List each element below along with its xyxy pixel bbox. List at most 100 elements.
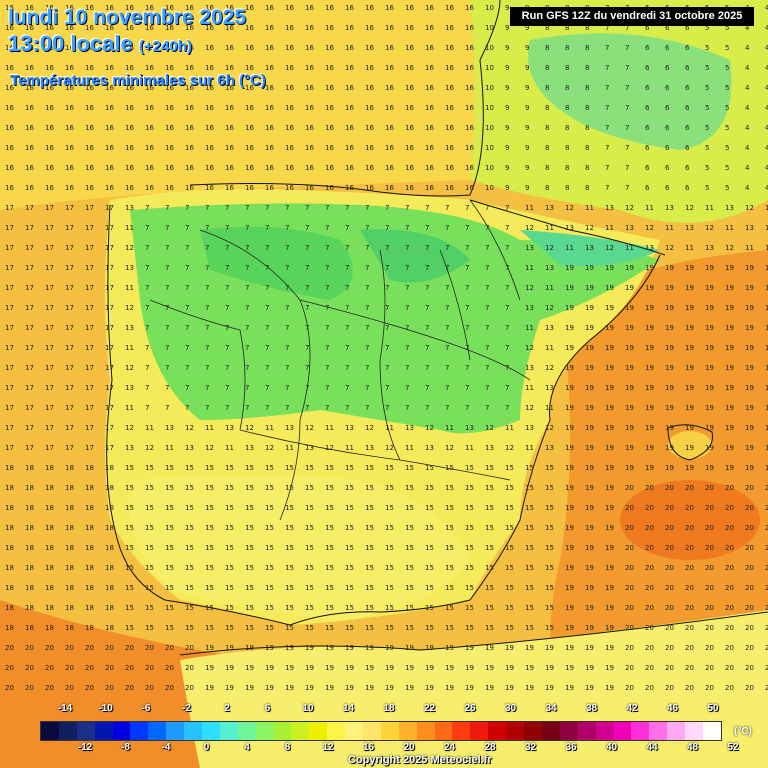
grid-value: 16	[345, 4, 354, 12]
grid-value: 19	[205, 664, 214, 672]
grid-value: 17	[25, 224, 34, 232]
grid-value: 19	[565, 424, 574, 432]
grid-value: 15	[245, 604, 254, 612]
grid-value: 16	[385, 124, 394, 132]
grid-value: 12	[485, 424, 494, 432]
grid-value: 12	[665, 244, 674, 252]
grid-value: 5	[705, 24, 709, 32]
grid-value: 20	[645, 484, 654, 492]
grid-value: 9	[505, 144, 509, 152]
grid-value: 16	[25, 124, 34, 132]
grid-value: 20	[705, 604, 714, 612]
grid-value: 16	[365, 64, 374, 72]
grid-value: 19	[565, 504, 574, 512]
grid-value: 19	[225, 684, 234, 692]
grid-value: 19	[565, 404, 574, 412]
grid-value: 7	[225, 264, 229, 272]
grid-value: 18	[5, 624, 14, 632]
grid-value: 6	[645, 64, 650, 72]
grid-value: 20	[765, 544, 768, 552]
grid-value: 7	[225, 304, 229, 312]
grid-value: 15	[405, 504, 414, 512]
grid-value: 11	[525, 264, 534, 272]
grid-value: 12	[765, 224, 768, 232]
grid-value: 10	[485, 64, 494, 72]
grid-value: 20	[745, 524, 754, 532]
grid-value: 19	[505, 644, 514, 652]
grid-value: 16	[245, 64, 254, 72]
grid-value: 7	[605, 104, 609, 112]
grid-value: 4	[765, 164, 768, 172]
grid-value: 15	[385, 484, 394, 492]
grid-value: 6	[645, 184, 650, 192]
grid-value: 12	[125, 424, 134, 432]
grid-value: 16	[285, 104, 294, 112]
grid-value: 6	[685, 24, 690, 32]
grid-value: 6	[645, 24, 650, 32]
grid-value: 19	[685, 444, 694, 452]
grid-value: 15	[185, 584, 194, 592]
grid-value: 20	[65, 644, 74, 652]
grid-value: 19	[485, 664, 494, 672]
grid-value: 19	[285, 664, 294, 672]
grid-value: 16	[285, 184, 294, 192]
grid-value: 7	[405, 384, 409, 392]
grid-value: 15	[165, 504, 174, 512]
grid-value: 6	[645, 104, 650, 112]
grid-value: 17	[105, 304, 114, 312]
grid-value: 9	[505, 124, 509, 132]
grid-value: 19	[705, 264, 714, 272]
grid-value: 7	[405, 364, 409, 372]
grid-value: 8	[585, 104, 589, 112]
grid-value: 20	[685, 684, 694, 692]
grid-value: 20	[645, 604, 654, 612]
grid-value: 16	[425, 144, 434, 152]
grid-value: 16	[105, 144, 114, 152]
grid-value: 15	[125, 504, 134, 512]
grid-value: 13	[365, 444, 374, 452]
grid-value: 11	[205, 424, 214, 432]
grid-value: 7	[505, 404, 509, 412]
grid-value: 17	[45, 204, 54, 212]
grid-value: 7	[145, 284, 149, 292]
grid-value: 16	[45, 164, 54, 172]
grid-value: 18	[25, 484, 34, 492]
grid-value: 5	[725, 184, 729, 192]
grid-value: 16	[165, 64, 174, 72]
grid-value: 16	[145, 24, 154, 32]
grid-value: 16	[465, 24, 474, 32]
grid-value: 19	[765, 364, 768, 372]
grid-value: 12	[325, 444, 334, 452]
grid-value: 16	[105, 104, 114, 112]
grid-value: 16	[105, 24, 114, 32]
grid-value: 19	[585, 504, 594, 512]
grid-value: 7	[165, 364, 169, 372]
grid-value: 20	[745, 504, 754, 512]
grid-value: 8	[585, 164, 589, 172]
grid-value: 15	[165, 464, 174, 472]
grid-value: 6	[685, 124, 690, 132]
grid-value: 11	[525, 384, 534, 392]
grid-value: 12	[565, 204, 574, 212]
grid-value: 7	[285, 404, 289, 412]
grid-value: 7	[445, 264, 449, 272]
grid-value: 20	[105, 684, 114, 692]
grid-value: 11	[125, 224, 134, 232]
grid-value: 20	[725, 564, 734, 572]
grid-value: 19	[605, 584, 614, 592]
grid-value: 18	[105, 524, 114, 532]
grid-value: 15	[165, 584, 174, 592]
grid-value: 16	[425, 64, 434, 72]
grid-value: 18	[65, 584, 74, 592]
grid-value: 19	[725, 344, 734, 352]
grid-value: 19	[605, 604, 614, 612]
grid-value: 15	[405, 624, 414, 632]
grid-value: 18	[85, 464, 94, 472]
grid-value: 7	[265, 304, 269, 312]
copyright: Copyright 2025 Meteociel.fr	[348, 754, 492, 766]
grid-value: 8	[545, 164, 549, 172]
legend-swatch	[685, 722, 703, 740]
grid-value: 16	[265, 184, 274, 192]
grid-value: 7	[365, 324, 369, 332]
grid-value: 15	[185, 624, 194, 632]
